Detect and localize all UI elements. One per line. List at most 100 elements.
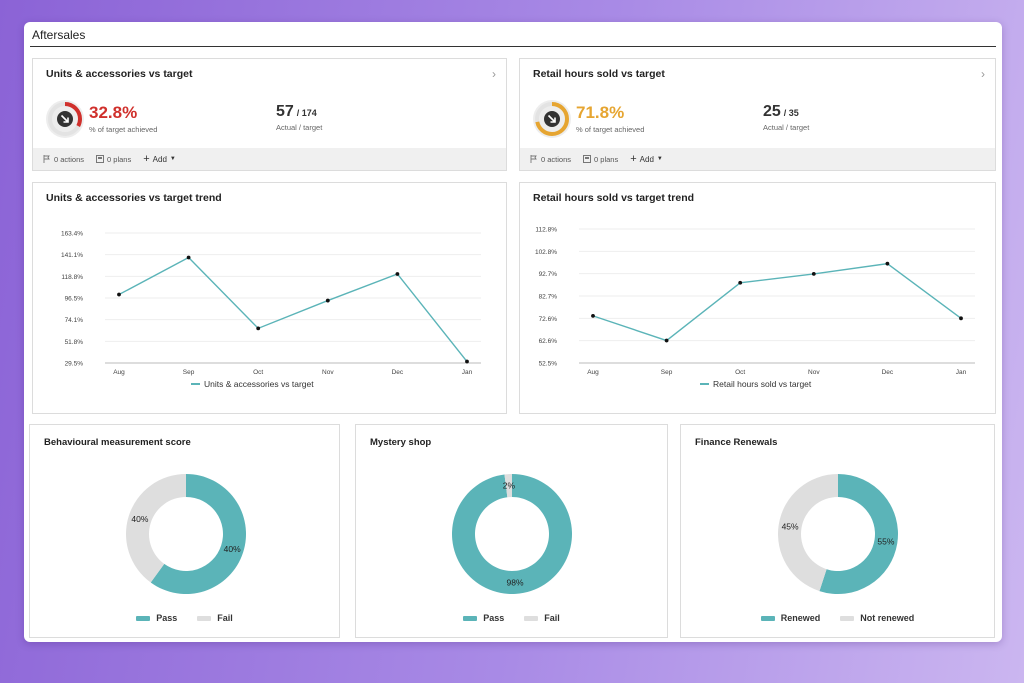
donut-slice[interactable] xyxy=(819,474,898,594)
percent-achieved: 32.8% xyxy=(89,103,138,122)
actions-count: 0 actions xyxy=(541,154,572,164)
donut-chart: 55% 45% xyxy=(778,474,898,594)
x-tick-label: Aug xyxy=(587,369,599,376)
donut-slice[interactable] xyxy=(778,474,838,592)
target-number: / 174 xyxy=(296,108,317,118)
chart-title: Behavioural measurement score xyxy=(44,437,191,448)
y-tick-label: 74.1% xyxy=(65,317,84,324)
y-tick-label: 112.8% xyxy=(535,227,557,234)
chart-legend: Retail hours sold vs target xyxy=(700,379,811,389)
x-tick-label: Nov xyxy=(322,369,334,376)
y-tick-label: 82.7% xyxy=(539,294,558,301)
donut-slice[interactable] xyxy=(150,474,247,594)
actual-label: Actual / target xyxy=(276,123,323,132)
title-divider xyxy=(30,46,996,47)
x-tick-label: Dec xyxy=(882,369,894,376)
data-point[interactable] xyxy=(256,326,261,331)
data-point[interactable] xyxy=(738,280,743,285)
kpi-title: Units & accessories vs target xyxy=(46,68,193,80)
progress-ring xyxy=(533,100,571,138)
legend-item: Pass xyxy=(136,613,177,623)
x-tick-label: Jan xyxy=(956,369,967,376)
donut-card-behavioural: Behavioural measurement score 40% 40% Pas… xyxy=(29,424,340,638)
series-line xyxy=(592,262,962,342)
y-tick-label: 51.8% xyxy=(65,339,84,346)
x-tick-label: Sep xyxy=(661,369,673,376)
data-point[interactable] xyxy=(664,338,669,343)
slice-label: 55% xyxy=(877,537,894,547)
data-point[interactable] xyxy=(117,292,121,297)
add-label: Add xyxy=(152,154,167,164)
data-point[interactable] xyxy=(811,271,816,276)
plans-link[interactable]: 0 plans xyxy=(96,155,131,164)
x-tick-label: Oct xyxy=(253,369,263,376)
legend-swatch xyxy=(524,615,539,621)
y-tick-label: 141.1% xyxy=(61,252,83,259)
legend-label: Fail xyxy=(544,613,560,623)
y-tick-label: 72.6% xyxy=(539,316,558,323)
legend-label: Pass xyxy=(483,613,505,623)
data-point[interactable] xyxy=(959,316,963,321)
slice-label: 2% xyxy=(503,481,516,491)
actual-number: 57 xyxy=(276,103,294,120)
legend-swatch xyxy=(136,615,151,621)
chart-title: Units & accessories vs target trend xyxy=(46,192,222,204)
y-tick-label: 29.5% xyxy=(65,361,84,368)
legend-swatch xyxy=(463,615,478,621)
data-point[interactable] xyxy=(591,313,595,318)
kpi-footer: 0 actions 0 plans + Add ▼ xyxy=(33,148,506,170)
arrow-down-right-icon xyxy=(547,114,556,123)
page-title: Aftersales xyxy=(32,28,86,42)
donut-chart: 98% 2% xyxy=(452,474,572,594)
data-point[interactable] xyxy=(186,255,191,260)
kpi-card-units[interactable]: Units & accessories vs target › 32.8% % … xyxy=(32,58,507,171)
add-menu-button[interactable]: + Add ▼ xyxy=(630,153,663,165)
legend-item: Fail xyxy=(524,613,560,623)
ring-progress xyxy=(48,102,82,136)
plus-icon: + xyxy=(630,153,637,165)
add-menu-button[interactable]: + Add ▼ xyxy=(143,153,176,165)
actions-count: 0 actions xyxy=(54,154,85,164)
donut-card-finance-renewals: Finance Renewals 55% 45% Renewed Not rene… xyxy=(680,424,995,638)
chart-legend: Pass Fail xyxy=(356,613,667,623)
legend-label: Units & accessories vs target xyxy=(204,379,314,389)
donut-slice[interactable] xyxy=(504,474,512,498)
chart-legend: Renewed Not renewed xyxy=(681,613,994,623)
series-line xyxy=(118,256,468,362)
add-label: Add xyxy=(639,154,654,164)
donut-slice[interactable] xyxy=(452,474,572,594)
actions-link[interactable]: 0 actions xyxy=(530,155,571,164)
legend-swatch xyxy=(700,383,709,385)
legend-label: Fail xyxy=(217,613,233,623)
kpi-card-retail-hours[interactable]: Retail hours sold vs target › 71.8% % of… xyxy=(519,58,996,171)
dashboard-frame: Aftersales Units & accessories vs target… xyxy=(24,22,1002,642)
y-tick-label: 62.6% xyxy=(539,338,558,345)
donut-slice[interactable] xyxy=(126,474,186,583)
chart-title: Mystery shop xyxy=(370,437,432,448)
donut-card-mystery-shop: Mystery shop 98% 2% Pass Fail xyxy=(355,424,668,638)
flag-icon xyxy=(530,155,537,163)
y-tick-label: 92.7% xyxy=(539,271,558,278)
percent-label: % of target achieved xyxy=(89,125,158,134)
chevron-right-icon[interactable]: › xyxy=(981,67,985,81)
actual-value: 25/ 35 xyxy=(763,103,799,121)
line-chart: 112.8% 102.8% 92.7% 82.7% 72.6% 62.6% 52.5% Aug… xyxy=(535,227,975,376)
chart-title: Finance Renewals xyxy=(695,437,778,448)
legend-label: Retail hours sold vs target xyxy=(713,379,812,389)
plans-link[interactable]: 0 plans xyxy=(583,155,618,164)
data-point[interactable] xyxy=(465,359,469,364)
actions-link[interactable]: 0 actions xyxy=(43,155,84,164)
x-tick-label: Dec xyxy=(392,369,404,376)
ring-progress xyxy=(535,102,569,136)
caret-down-icon: ▼ xyxy=(656,156,663,162)
chevron-right-icon[interactable]: › xyxy=(492,67,496,81)
data-point[interactable] xyxy=(885,261,890,266)
x-tick-label: Jan xyxy=(462,369,473,376)
legend-label: Not renewed xyxy=(860,613,915,623)
data-point[interactable] xyxy=(395,272,400,276)
donut-chart: 40% 40% xyxy=(126,474,247,594)
data-point[interactable] xyxy=(325,298,330,303)
actual-number: 25 xyxy=(763,103,781,120)
chart-legend: Units & accessories vs target xyxy=(191,379,314,389)
x-tick-label: Nov xyxy=(808,369,820,376)
